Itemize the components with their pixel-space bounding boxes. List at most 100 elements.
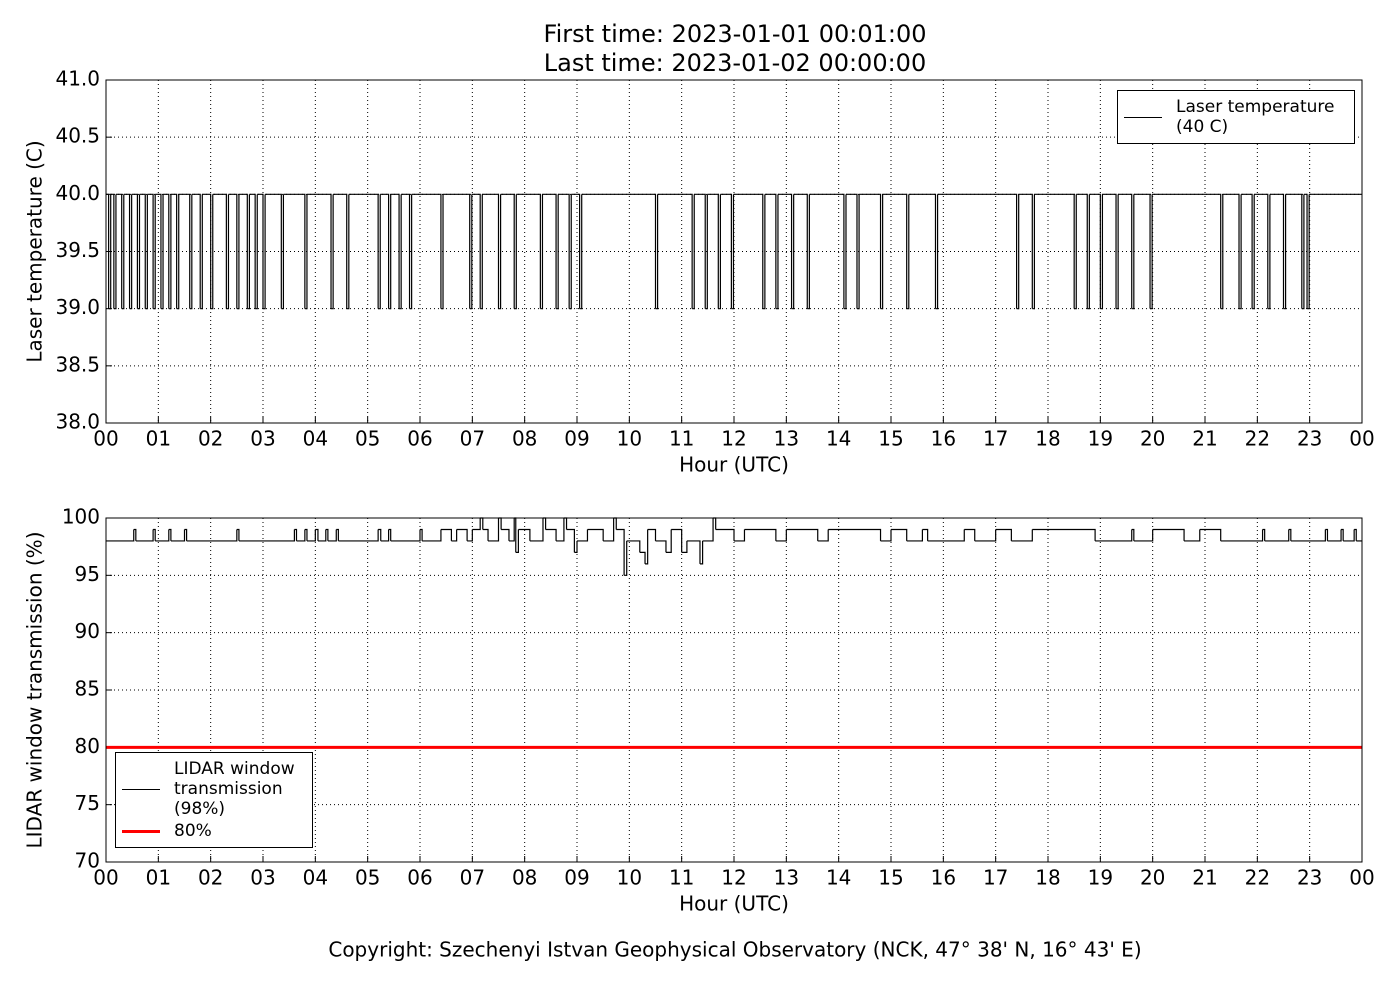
line-step — [665, 529, 672, 553]
line-step — [133, 528, 137, 541]
line-step — [498, 194, 502, 310]
line-step — [420, 528, 423, 541]
line-step — [388, 528, 392, 541]
line-step — [1118, 193, 1133, 309]
line-step — [762, 194, 766, 310]
line-step — [935, 194, 939, 310]
legend-entry: 80% — [122, 821, 306, 841]
x-tick-label: 00 — [1349, 427, 1374, 451]
line-step — [147, 193, 154, 309]
line-step — [488, 518, 500, 542]
line-step — [317, 529, 327, 542]
line-step — [422, 529, 442, 542]
line-step — [348, 193, 379, 309]
x-tick-label: 23 — [1297, 866, 1322, 890]
line-step — [542, 193, 557, 309]
line-step — [482, 528, 489, 541]
x-tick-label: 07 — [460, 427, 485, 451]
line-step — [1011, 529, 1033, 542]
x-tick-label: 13 — [774, 866, 799, 890]
x-tick-label: 07 — [460, 866, 485, 890]
y-tick-label: 100 — [62, 505, 100, 529]
subtitle: Last time: 2023-01-02 00:00:00 — [544, 49, 926, 77]
x-tick-label: 10 — [617, 866, 642, 890]
line-step — [508, 518, 515, 542]
line-step — [390, 529, 421, 542]
line-step — [480, 194, 483, 310]
legend-entry: LIDAR window transmission (98%) — [122, 759, 306, 819]
line-step — [411, 193, 442, 309]
x-tick-label: 09 — [564, 866, 589, 890]
line-step — [482, 193, 500, 309]
line-step — [1303, 193, 1308, 309]
x-axis-label: Hour (UTC) — [679, 453, 789, 477]
line-step — [744, 528, 777, 541]
line-step — [733, 193, 764, 309]
x-tick-label: 11 — [669, 427, 694, 451]
line-step — [518, 528, 531, 541]
line-step — [1133, 529, 1154, 542]
line-step — [168, 528, 172, 541]
line-step — [170, 193, 178, 309]
line-step — [315, 528, 319, 541]
line-step — [882, 193, 908, 309]
line-step — [294, 528, 298, 541]
line-step — [281, 194, 285, 310]
y-tick-label: 40.0 — [55, 181, 100, 205]
line-step — [238, 529, 295, 542]
x-tick-label: 23 — [1297, 427, 1322, 451]
line-step — [257, 193, 264, 309]
line-step — [718, 194, 721, 310]
line-step — [440, 194, 444, 310]
line-step — [331, 194, 334, 310]
line-step — [1220, 529, 1264, 542]
line-step — [556, 194, 559, 310]
line-step — [135, 529, 154, 542]
line-step — [137, 194, 141, 310]
line-step — [616, 528, 625, 576]
line-step — [1327, 529, 1342, 542]
x-axis-label: Hour (UTC) — [679, 892, 789, 916]
x-tick-label: 04 — [303, 866, 328, 890]
line-step — [786, 528, 819, 541]
line-step — [163, 193, 170, 309]
x-tick-label: 18 — [1035, 866, 1060, 890]
y-tick-label: 85 — [75, 677, 100, 701]
line-step — [106, 193, 110, 309]
line-step — [1034, 193, 1075, 309]
line-step — [1252, 194, 1255, 310]
x-tick-label: 16 — [931, 866, 956, 890]
line-step — [338, 529, 379, 542]
line-step — [1018, 193, 1033, 309]
line-step — [304, 194, 308, 310]
line-step — [131, 193, 138, 309]
line-step — [1131, 528, 1135, 541]
line-step — [1116, 194, 1119, 310]
line-step — [645, 529, 649, 565]
footer: Copyright: Szechenyi Istvan Geophysical … — [328, 938, 1141, 962]
line-step — [1089, 193, 1101, 309]
line-step — [1016, 194, 1020, 310]
line-step — [471, 193, 481, 309]
line-step — [764, 193, 777, 309]
line-step — [817, 529, 829, 542]
line-step — [655, 194, 659, 310]
line-step — [516, 193, 541, 309]
y-axis-label: LIDAR window transmission (%) — [23, 532, 47, 849]
line-step — [569, 194, 572, 310]
line-step — [283, 193, 306, 309]
line-step — [296, 529, 306, 542]
line-step — [1133, 193, 1151, 309]
line-step — [401, 193, 411, 309]
line-step — [1241, 193, 1253, 309]
x-tick-label: 15 — [878, 427, 903, 451]
line-step — [964, 528, 976, 541]
line-step — [247, 194, 250, 310]
x-tick-label: 21 — [1192, 427, 1217, 451]
line-step — [139, 193, 146, 309]
line-step — [467, 529, 473, 542]
line-step — [155, 193, 162, 309]
line-step — [263, 194, 266, 310]
x-tick-label: 02 — [198, 427, 223, 451]
line-step — [380, 193, 390, 309]
